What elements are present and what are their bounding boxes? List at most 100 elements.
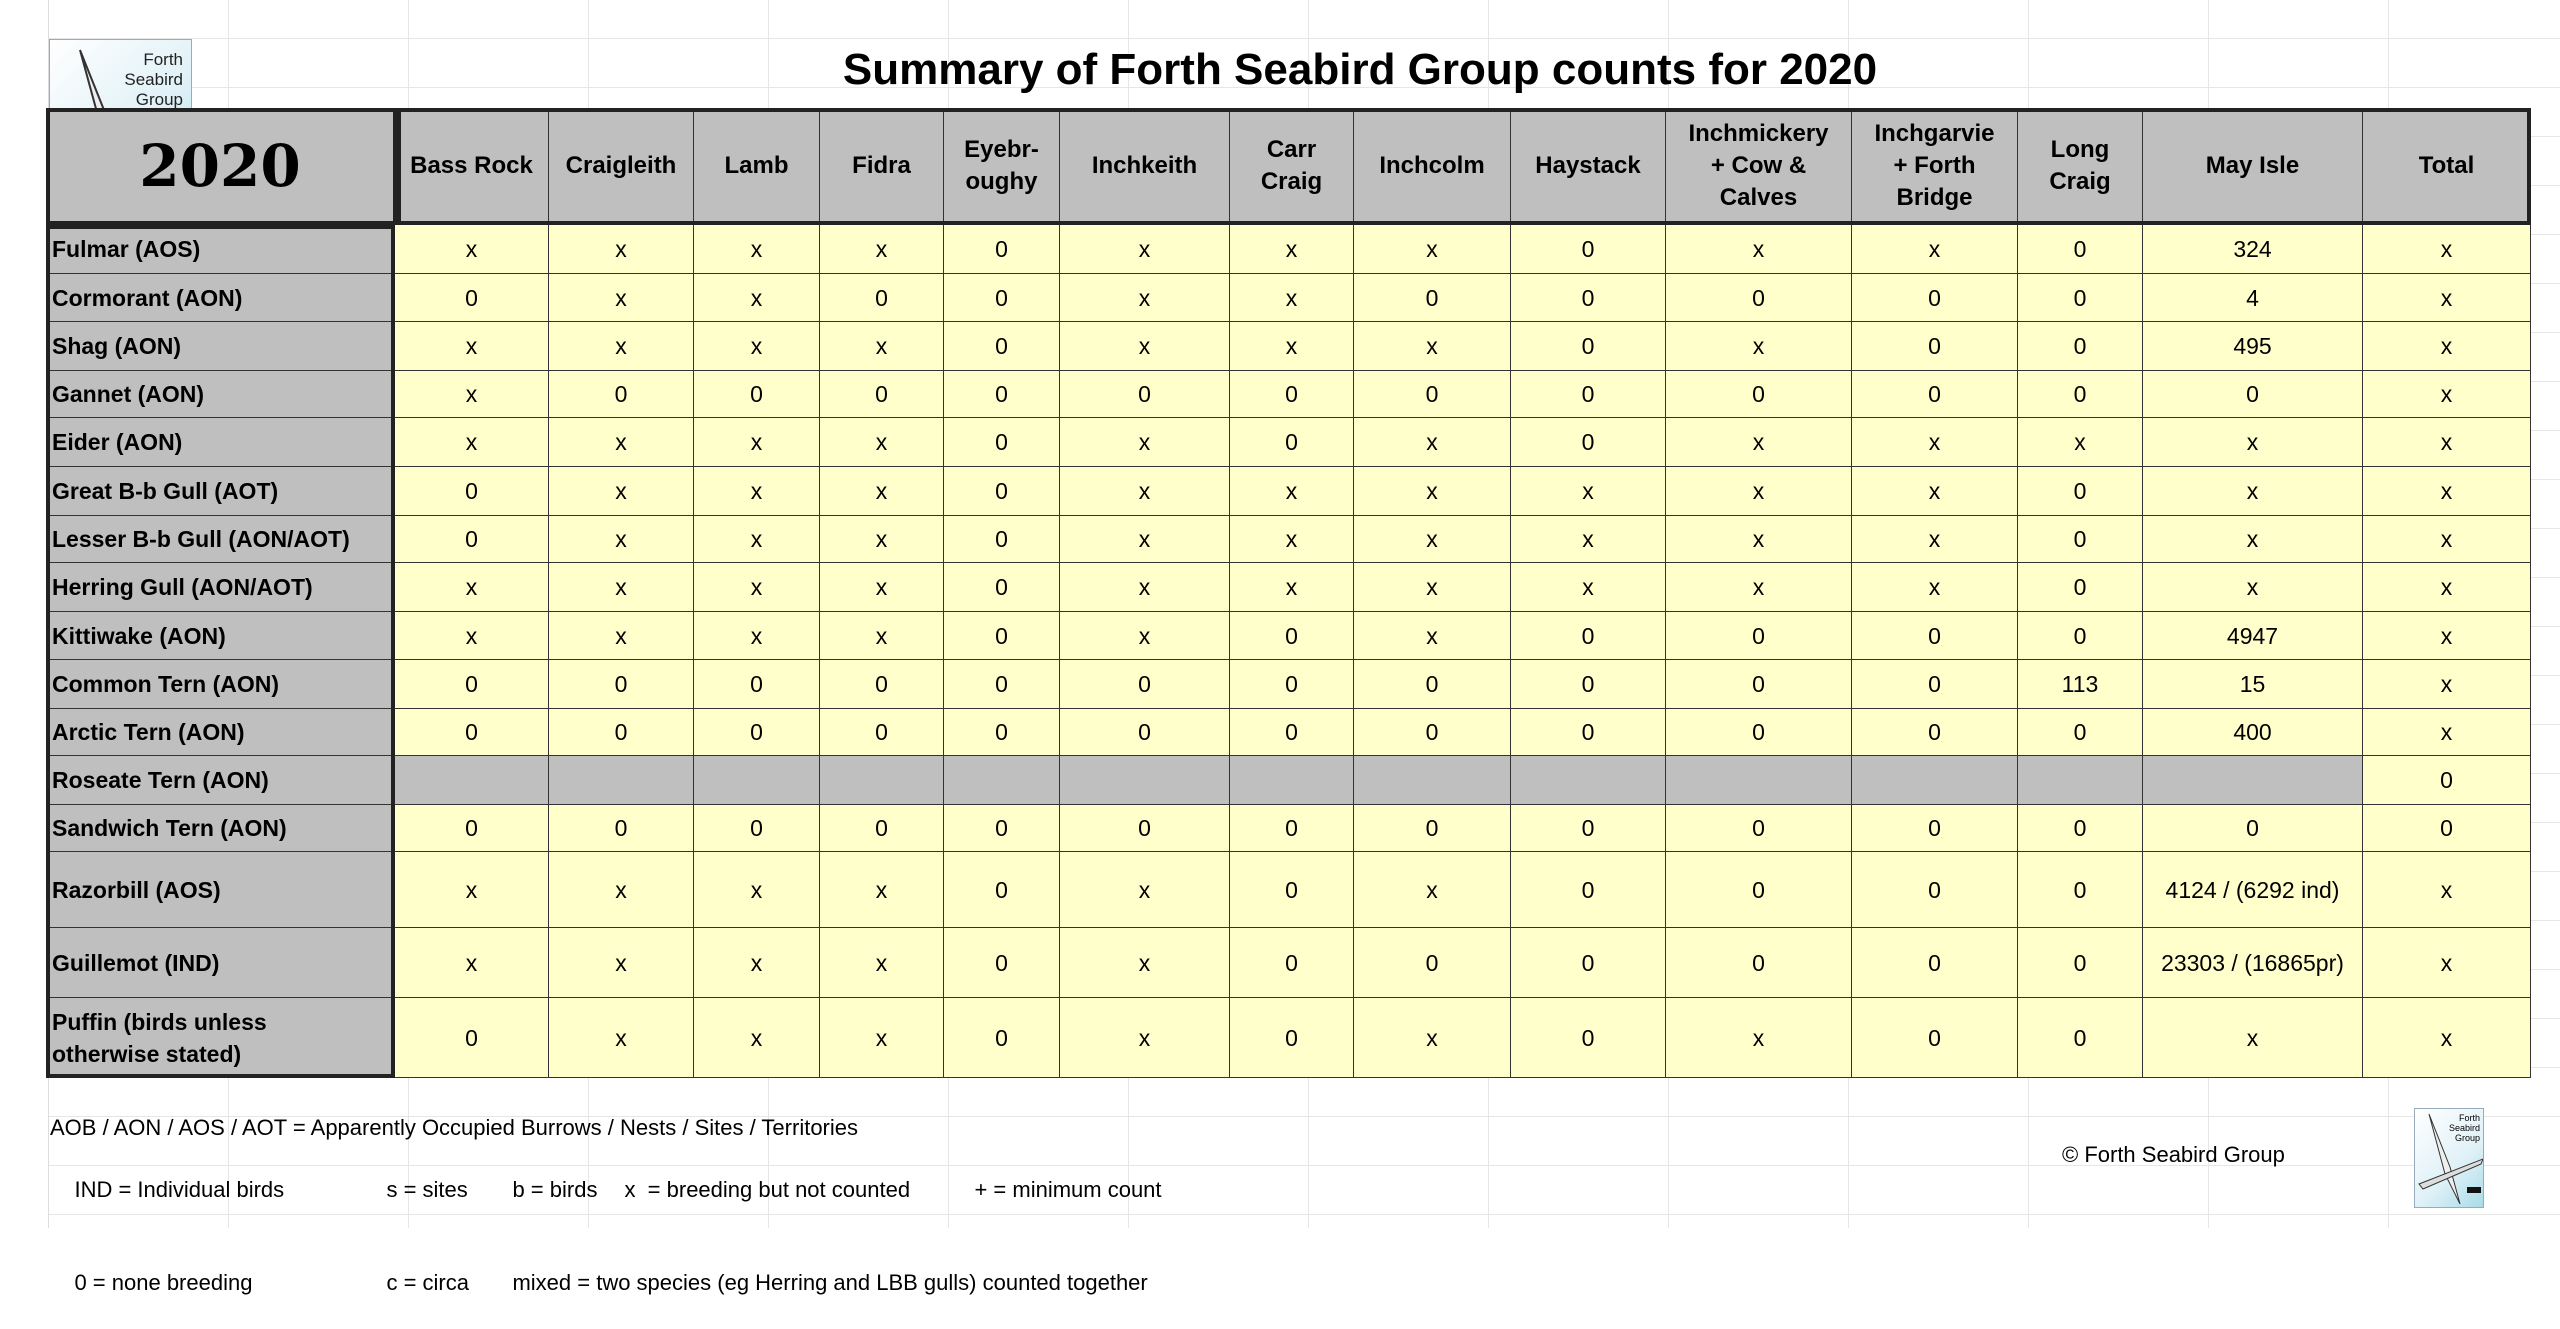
table-cell: x <box>820 998 944 1078</box>
table-cell: 0 <box>944 612 1060 660</box>
table-cell: 0 <box>694 805 820 852</box>
row-label: Razorbill (AOS) <box>46 852 395 928</box>
legend-zero: 0 = none breeding <box>74 1270 253 1295</box>
row-label: Herring Gull (AON/AOT) <box>46 563 395 612</box>
table-cell: 0 <box>395 805 549 852</box>
table-cell: 0 <box>1060 660 1230 709</box>
table-cell: x <box>1354 852 1511 928</box>
table-cell: 0 <box>549 660 694 709</box>
table-cell: x <box>2363 516 2531 563</box>
table-cell: 0 <box>2018 516 2143 563</box>
table-cell: x <box>2363 852 2531 928</box>
table-cell: x <box>2363 612 2531 660</box>
column-header: Bass Rock <box>395 108 549 225</box>
table-cell: x <box>2363 660 2531 709</box>
table-cell: 0 <box>1852 274 2018 322</box>
table-cell: x <box>1230 563 1354 612</box>
table-cell: x <box>2363 418 2531 467</box>
table-cell: x <box>2143 467 2363 516</box>
table-cell: 0 <box>395 709 549 756</box>
table-cell <box>1852 756 2018 805</box>
table-cell: x <box>395 322 549 371</box>
table-cell: x <box>2143 418 2363 467</box>
table-cell: x <box>395 371 549 418</box>
legend-line-3: 0 = none breeding c = circa mixed = two sp… <box>50 1236 1162 1329</box>
row-label: Sandwich Tern (AON) <box>46 805 395 852</box>
table-cell <box>2018 756 2143 805</box>
table-cell <box>2143 756 2363 805</box>
table-cell: x <box>549 467 694 516</box>
table-cell: x <box>549 274 694 322</box>
table-cell: x <box>820 516 944 563</box>
table-cell <box>549 756 694 805</box>
page-title: Summary of Forth Seabird Group counts fo… <box>842 45 1878 94</box>
table-cell: 0 <box>1230 805 1354 852</box>
legend-birds: b = birds <box>512 1177 598 1202</box>
table-cell: 0 <box>944 928 1060 998</box>
legend-sites: s = sites <box>386 1177 468 1202</box>
table-cell: x <box>820 467 944 516</box>
table-cell: 0 <box>1060 371 1230 418</box>
row-label: Arctic Tern (AON) <box>46 709 395 756</box>
table-cell: 0 <box>1230 371 1354 418</box>
table-cell: 0 <box>1511 928 1666 998</box>
column-header: Fidra <box>820 108 944 225</box>
table-cell: x <box>1060 322 1230 371</box>
table-cell: 0 <box>2143 371 2363 418</box>
table-cell: x <box>1666 225 1852 274</box>
table-cell: x <box>2363 225 2531 274</box>
table-cell: x <box>820 612 944 660</box>
table-cell: 0 <box>694 371 820 418</box>
legend-plus: + = minimum count <box>974 1177 1162 1202</box>
table-cell: x <box>549 322 694 371</box>
table-cell: 400 <box>2143 709 2363 756</box>
table-cell: 0 <box>2018 225 2143 274</box>
column-header: Carr Craig <box>1230 108 1354 225</box>
table-cell: 0 <box>944 852 1060 928</box>
table-cell: x <box>395 852 549 928</box>
row-label: Guillemot (IND) <box>46 928 395 998</box>
table-cell: 0 <box>2018 322 2143 371</box>
table-cell: 0 <box>2018 274 2143 322</box>
table-cell: 0 <box>944 371 1060 418</box>
row-label: Shag (AON) <box>46 322 395 371</box>
table-cell: x <box>1230 467 1354 516</box>
table-cell: 0 <box>1354 805 1511 852</box>
table-cell: x <box>549 225 694 274</box>
table-cell: 0 <box>944 418 1060 467</box>
table-cell: 0 <box>694 709 820 756</box>
table-cell <box>1354 756 1511 805</box>
seabird-bridge-icon <box>2418 1113 2483 1205</box>
table-cell: x <box>1666 467 1852 516</box>
table-cell <box>944 756 1060 805</box>
table-cell: 0 <box>2018 612 2143 660</box>
column-header: Craigleith <box>549 108 694 225</box>
table-cell: 0 <box>1511 852 1666 928</box>
legend-line-1: AOB / AON / AOS / AOT = Apparently Occup… <box>50 1115 859 1140</box>
table-cell <box>1230 756 1354 805</box>
table-cell: 0 <box>2018 805 2143 852</box>
column-header: Lamb <box>694 108 820 225</box>
table-cell: x <box>694 322 820 371</box>
table-cell: 0 <box>820 805 944 852</box>
row-label: Puffin (birds unless otherwise stated) <box>46 998 395 1078</box>
table-cell: 0 <box>944 516 1060 563</box>
table-cell: 0 <box>395 660 549 709</box>
table-cell: 0 <box>1230 998 1354 1078</box>
table-cell: 0 <box>1354 928 1511 998</box>
table-cell: x <box>694 563 820 612</box>
forth-seabird-group-logo-small: Forth Seabird Group <box>2414 1108 2484 1208</box>
table-cell <box>1511 756 1666 805</box>
table-cell: 0 <box>944 709 1060 756</box>
table-cell: x <box>1666 563 1852 612</box>
table-cell: 0 <box>1060 709 1230 756</box>
table-cell: x <box>549 418 694 467</box>
logo-text: Forth Seabird Group <box>124 50 183 109</box>
table-cell: 0 <box>549 371 694 418</box>
table-cell: 4124 / (6292 ind) <box>2143 852 2363 928</box>
table-cell: x <box>2018 418 2143 467</box>
row-label: Common Tern (AON) <box>46 660 395 709</box>
table-cell: 0 <box>820 274 944 322</box>
table-cell: x <box>1230 225 1354 274</box>
table-cell: x <box>820 225 944 274</box>
